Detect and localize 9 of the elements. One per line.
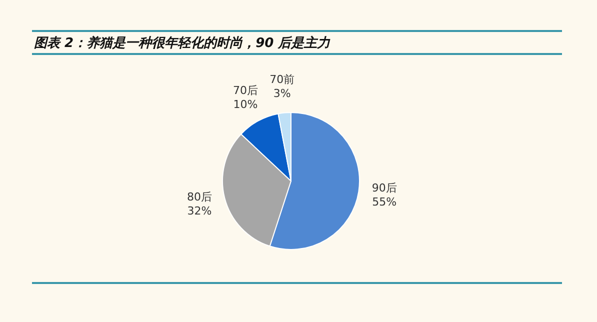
slice-label: 90后: [372, 182, 397, 195]
slice-label: 80后: [186, 190, 212, 204]
data-label: 55%: [372, 196, 397, 209]
data-label: 3%: [273, 86, 291, 100]
data-label: 10%: [233, 98, 258, 112]
slice-label: 70后: [232, 84, 258, 98]
data-label: 32%: [187, 204, 212, 218]
chart-title: 图表 2：养猫是一种很年轻化的时尚，90 后是主力: [34, 34, 330, 52]
slice-label: 70前: [270, 72, 295, 86]
